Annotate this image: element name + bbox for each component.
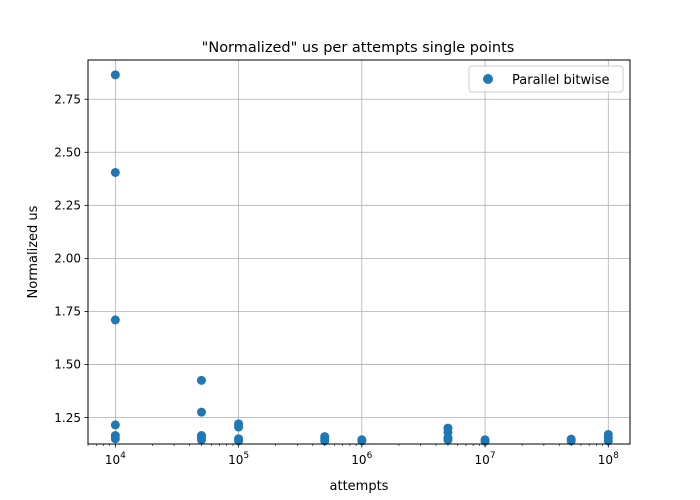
y-tick-label: 1.75 [54,305,81,319]
y-tick-label: 2.50 [54,146,81,160]
y-tick-label: 2.25 [54,199,81,213]
x-tick-label: 104 [105,451,126,467]
axis-ticks: 1.25 1.50 1.75 2.00 2.25 2.50 2.75 104 105 106 107… [54,93,619,467]
data-point [110,315,120,325]
data-point [357,436,367,446]
x-tick-label: 106 [351,451,372,467]
y-tick-label: 2.75 [54,93,81,107]
data-point [110,420,120,430]
grid-lines [88,60,630,444]
data-point [196,375,206,385]
x-axis-label: attempts [330,479,389,494]
data-point [110,434,120,444]
data-point [480,436,490,446]
data-point [566,436,576,446]
x-tick-label: 105 [228,451,249,467]
data-point [234,436,244,446]
data-point [196,435,206,445]
data-point [196,407,206,417]
data-point [443,435,453,445]
chart-title: "Normalized" us per attempts single poin… [202,40,515,56]
y-tick-label: 1.25 [54,411,81,425]
data-points [110,70,613,446]
legend: Parallel bitwise [468,65,624,93]
data-point [320,436,330,446]
legend-label: Parallel bitwise [512,73,609,88]
y-axis-label: Normalized us [26,205,41,298]
plot-area-frame [87,59,631,445]
y-tick-label: 2.00 [54,252,81,266]
data-point [110,70,120,80]
data-point [110,167,120,177]
data-point [234,422,244,432]
data-point [603,436,613,446]
x-tick-label: 108 [598,451,619,467]
legend-box [468,65,624,93]
x-tick-label: 107 [475,451,496,467]
y-tick-label: 1.50 [54,358,81,372]
legend-marker [483,74,493,84]
